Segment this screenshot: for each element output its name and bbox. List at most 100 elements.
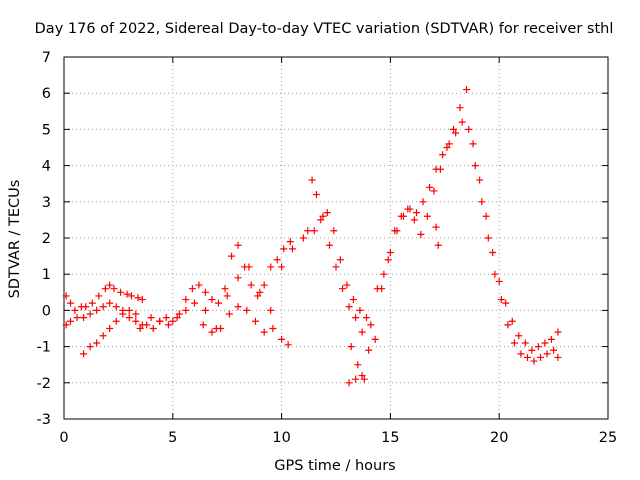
data-point <box>476 176 484 184</box>
data-point <box>225 310 233 318</box>
y-tick-label: 7 <box>42 50 51 66</box>
series-group <box>347 118 562 383</box>
data-point <box>223 292 231 300</box>
data-point <box>164 321 172 329</box>
data-point <box>367 321 375 329</box>
x-tick-label: 25 <box>599 430 617 446</box>
data-point <box>234 241 242 249</box>
data-point <box>278 263 286 271</box>
data-point <box>234 274 242 282</box>
data-point <box>221 285 229 293</box>
data-point <box>349 296 357 304</box>
data-point <box>228 252 236 260</box>
data-point <box>199 321 207 329</box>
data-point <box>465 125 473 133</box>
y-tick-label: -2 <box>37 376 51 392</box>
data-point <box>299 234 307 242</box>
data-point <box>188 285 196 293</box>
data-point <box>267 306 275 314</box>
data-point <box>99 332 107 340</box>
data-point <box>67 317 75 325</box>
y-tick-label: -3 <box>37 412 51 428</box>
data-point <box>132 310 140 318</box>
data-point <box>304 227 312 235</box>
data-point <box>195 281 203 289</box>
data-point <box>308 176 316 184</box>
data-point <box>67 299 75 307</box>
grid-lines <box>64 57 608 419</box>
data-point <box>191 299 199 307</box>
data-point <box>208 328 216 336</box>
data-point <box>547 335 555 343</box>
data-point <box>347 343 355 351</box>
data-point <box>149 325 157 332</box>
data-point <box>495 277 503 285</box>
data-point <box>286 238 294 246</box>
data-point <box>497 296 505 304</box>
data-point <box>169 317 177 325</box>
data-point <box>373 285 381 293</box>
data-point <box>432 165 440 173</box>
data-point <box>330 227 338 235</box>
data-point <box>201 288 209 296</box>
data-point <box>310 227 318 235</box>
data-point <box>245 263 253 271</box>
data-point <box>445 140 453 148</box>
data-point <box>80 314 88 322</box>
data-point <box>358 328 366 336</box>
data-point <box>426 183 434 191</box>
data-point <box>430 187 438 195</box>
data-point <box>323 209 331 217</box>
series-group <box>80 306 146 358</box>
data-point <box>267 263 275 271</box>
data-point <box>534 343 542 351</box>
data-point <box>345 303 353 311</box>
data-point <box>119 310 127 318</box>
data-point <box>319 212 327 220</box>
data-point <box>138 296 146 304</box>
data-point <box>452 129 460 137</box>
data-point <box>360 375 368 383</box>
data-point <box>112 303 120 311</box>
data-point <box>380 270 388 278</box>
data-point <box>521 339 529 347</box>
data-point <box>339 285 347 293</box>
data-point <box>256 288 264 296</box>
data-point <box>251 317 259 325</box>
data-point <box>93 306 101 314</box>
data-point <box>182 296 190 304</box>
data-point <box>554 328 562 336</box>
data-point <box>541 339 549 347</box>
series-group <box>147 299 292 349</box>
data-point <box>134 294 142 302</box>
data-point <box>354 361 362 369</box>
data-point <box>325 241 333 249</box>
y-axis-label: SDTVAR / TECUs <box>7 180 23 299</box>
y-tick-label: 0 <box>42 303 51 319</box>
data-point <box>550 346 558 354</box>
data-point <box>482 212 490 220</box>
data-point <box>537 353 545 361</box>
data-point <box>234 303 242 311</box>
series-group <box>143 238 294 332</box>
y-tick-label: -1 <box>37 340 51 356</box>
data-point <box>260 281 268 289</box>
data-point <box>530 357 538 365</box>
data-point <box>484 234 492 242</box>
data-point <box>106 299 114 307</box>
data-point <box>243 306 251 314</box>
data-point <box>143 321 151 329</box>
data-point <box>208 296 216 304</box>
axis-ticks <box>63 56 609 420</box>
data-point <box>71 306 79 314</box>
data-point <box>312 191 320 199</box>
data-point <box>62 321 70 329</box>
data-point <box>182 306 190 314</box>
data-point <box>123 290 131 298</box>
data-point <box>175 310 183 318</box>
data-point <box>127 292 135 300</box>
data-point <box>117 288 125 296</box>
data-point <box>515 332 523 340</box>
data-point <box>358 372 366 380</box>
